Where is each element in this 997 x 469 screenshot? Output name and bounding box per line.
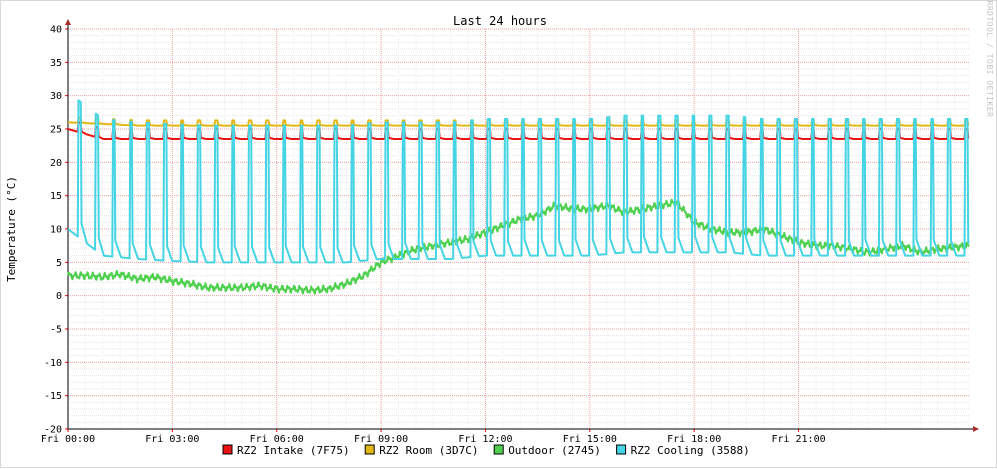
y-tick-label: -15	[44, 391, 62, 402]
y-tick-label: 35	[50, 58, 62, 69]
rrdtool-watermark: RRDTOOL / TOBI OETIKER	[985, 1, 994, 117]
y-tick-label: 40	[50, 25, 62, 36]
legend-swatch-4	[616, 444, 627, 455]
y-tick-label: 15	[50, 191, 62, 202]
y-tick-label: -10	[44, 358, 62, 369]
y-tick-label: -20	[44, 425, 62, 436]
legend-swatch-1	[222, 444, 233, 455]
y-tick-label: 30	[50, 91, 62, 102]
grid-lines	[67, 28, 969, 430]
legend-swatch-2	[364, 444, 375, 455]
x-tick-label: Fri 15:00	[563, 434, 617, 445]
y-tick-label: 5	[56, 258, 62, 269]
x-tick-label: Fri 00:00	[41, 434, 95, 445]
axes	[65, 19, 979, 432]
chart-title: Last 24 hours	[453, 14, 547, 28]
x-tick-label: Fri 12:00	[458, 434, 512, 445]
x-tick-label: Fri 21:00	[771, 434, 825, 445]
y-tick-label: 25	[50, 125, 62, 136]
y-tick-label: 0	[56, 291, 62, 302]
y-tick-label: -5	[50, 325, 62, 336]
series-line-3	[67, 198, 970, 295]
y-tick-label: 20	[50, 158, 62, 169]
x-tick-label: Fri 09:00	[354, 434, 408, 445]
series-line-4	[67, 99, 970, 264]
legend-swatch-3	[493, 444, 504, 455]
x-tick-label: Fri 18:00	[667, 434, 721, 445]
legend-entry-2: RZ2 Room (3D7C)	[379, 444, 478, 457]
x-axis-arrow	[973, 426, 979, 432]
legend-entry-3: Outdoor (2745)	[508, 444, 601, 457]
y-axis-label: Temperature (°C)	[5, 176, 18, 282]
x-tick-label: Fri 06:00	[250, 434, 304, 445]
y-axis-arrow	[65, 19, 71, 25]
legend: RZ2 Intake (7F75) RZ2 Room (3D7C) Outdoor …	[222, 444, 750, 457]
x-tick-label: Fri 03:00	[145, 434, 199, 445]
y-tick-label: 10	[50, 225, 62, 236]
legend-entry-4: RZ2 Cooling (3588)	[631, 444, 750, 457]
legend-entry-1: RZ2 Intake (7F75)	[237, 444, 350, 457]
series-line-2	[67, 116, 970, 127]
series-lines	[67, 99, 970, 295]
